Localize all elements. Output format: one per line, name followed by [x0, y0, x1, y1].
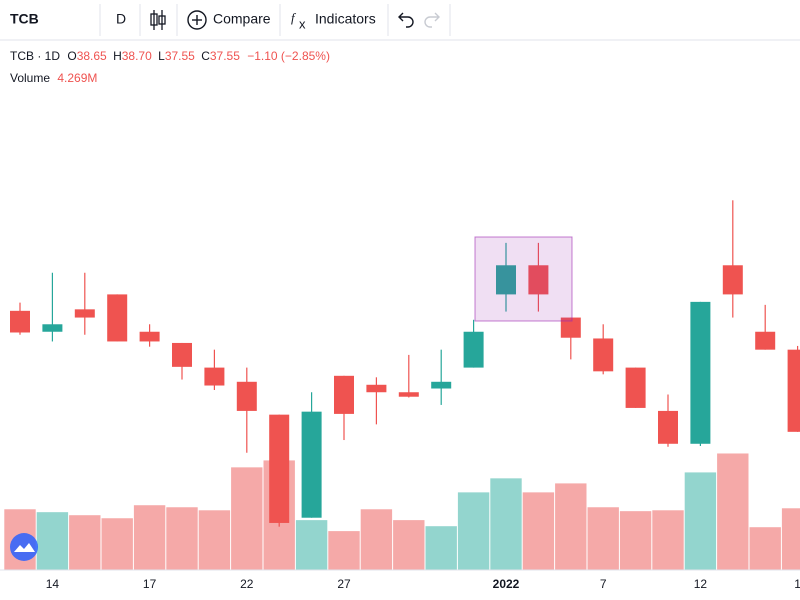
candle-body	[560, 317, 581, 338]
compare-icon[interactable]	[187, 10, 207, 30]
candle-body	[74, 309, 95, 318]
volume-bar	[717, 453, 749, 570]
candle-body	[107, 294, 128, 342]
ohlc-value: 37.55	[165, 49, 195, 63]
volume-bar	[133, 505, 166, 570]
volume-bar	[749, 527, 781, 570]
volume-bar	[555, 483, 587, 570]
fx-icon[interactable]: f	[291, 10, 297, 25]
compare-button[interactable]: Compare	[213, 11, 271, 27]
volume-bar	[619, 511, 652, 570]
volume-bar	[522, 492, 555, 570]
undo-button[interactable]	[398, 12, 414, 28]
fx-icon-sub: x	[299, 16, 306, 31]
volume-bar	[393, 520, 425, 570]
volume-bar	[101, 518, 133, 570]
candle-body	[787, 349, 800, 432]
legend-line: TCB · 1D O38.65 H38.70 L37.55 C37.55 −1.…	[10, 49, 330, 63]
candle-body	[269, 414, 290, 523]
candle-body	[625, 367, 646, 408]
candle-body	[496, 265, 516, 295]
x-tick-label: 1	[794, 577, 800, 591]
legend: TCB · 1D O38.65 H38.70 L37.55 C37.55 −1.…	[10, 49, 330, 85]
candle-body	[172, 342, 192, 367]
highlight-box	[474, 236, 573, 322]
candle-body	[10, 310, 30, 333]
volume-bar	[425, 526, 457, 570]
x-tick-label: 2022	[493, 577, 520, 591]
volume-bar	[328, 531, 360, 570]
toolbar: TCB D Compare f x Indicators	[0, 4, 800, 41]
candle-body	[204, 367, 225, 386]
volume-bar	[652, 510, 684, 570]
candle-body	[334, 375, 354, 414]
candle-body	[528, 265, 549, 295]
volume-bar	[295, 520, 328, 570]
volume-label: Volume	[10, 71, 50, 85]
candle-body	[463, 331, 484, 368]
volume-bar	[166, 507, 198, 570]
x-tick-label: 22	[240, 577, 254, 591]
volume-bar	[360, 509, 393, 570]
ohlc-label: H	[113, 49, 122, 63]
indicators-button[interactable]: Indicators	[315, 11, 376, 27]
ohlc-value: 37.55	[210, 49, 240, 63]
candle-body	[690, 301, 711, 444]
candle-body	[593, 338, 614, 372]
candle-body	[139, 331, 160, 342]
volume-bar	[198, 510, 231, 570]
x-tick-label: 17	[143, 577, 157, 591]
chart-style-button[interactable]	[150, 10, 166, 30]
candle-body	[42, 324, 63, 332]
x-tick-label: 27	[337, 577, 351, 591]
candle-body	[398, 392, 419, 397]
legend-title: TCB · 1D	[10, 49, 60, 63]
candle-body	[658, 410, 678, 444]
candle-body	[722, 265, 743, 295]
x-tick-label: 7	[600, 577, 607, 591]
volume-bar	[490, 478, 522, 570]
volume-bar	[36, 512, 69, 570]
logo[interactable]	[10, 533, 38, 561]
volume-bar	[231, 467, 263, 570]
symbol[interactable]: TCB	[10, 11, 39, 27]
candle-body	[366, 384, 387, 393]
ohlc-label: O	[67, 49, 76, 63]
ohlc-value: 38.70	[122, 49, 152, 63]
x-tick-label: 12	[694, 577, 708, 591]
volume-bar	[781, 508, 800, 570]
volume-line: Volume 4.269M	[10, 71, 97, 85]
interval[interactable]: D	[116, 11, 126, 27]
ohlc-label: L	[158, 49, 165, 63]
volume-bar	[587, 507, 619, 570]
candle-body	[431, 381, 452, 389]
change: −1.10 (−2.85%)	[247, 49, 330, 63]
redo-button[interactable]	[424, 12, 440, 28]
x-tick-label: 14	[46, 577, 60, 591]
volume-bar	[684, 472, 717, 570]
volume-bar	[69, 515, 101, 570]
candle-body	[236, 381, 257, 411]
plot	[4, 200, 800, 570]
candle-body	[755, 331, 776, 350]
volume-bar	[457, 492, 490, 570]
ohlc-value: 38.65	[77, 49, 107, 63]
candle-body	[301, 411, 322, 518]
ohlc-label: C	[201, 49, 210, 63]
volume-value: 4.269M	[57, 71, 97, 85]
